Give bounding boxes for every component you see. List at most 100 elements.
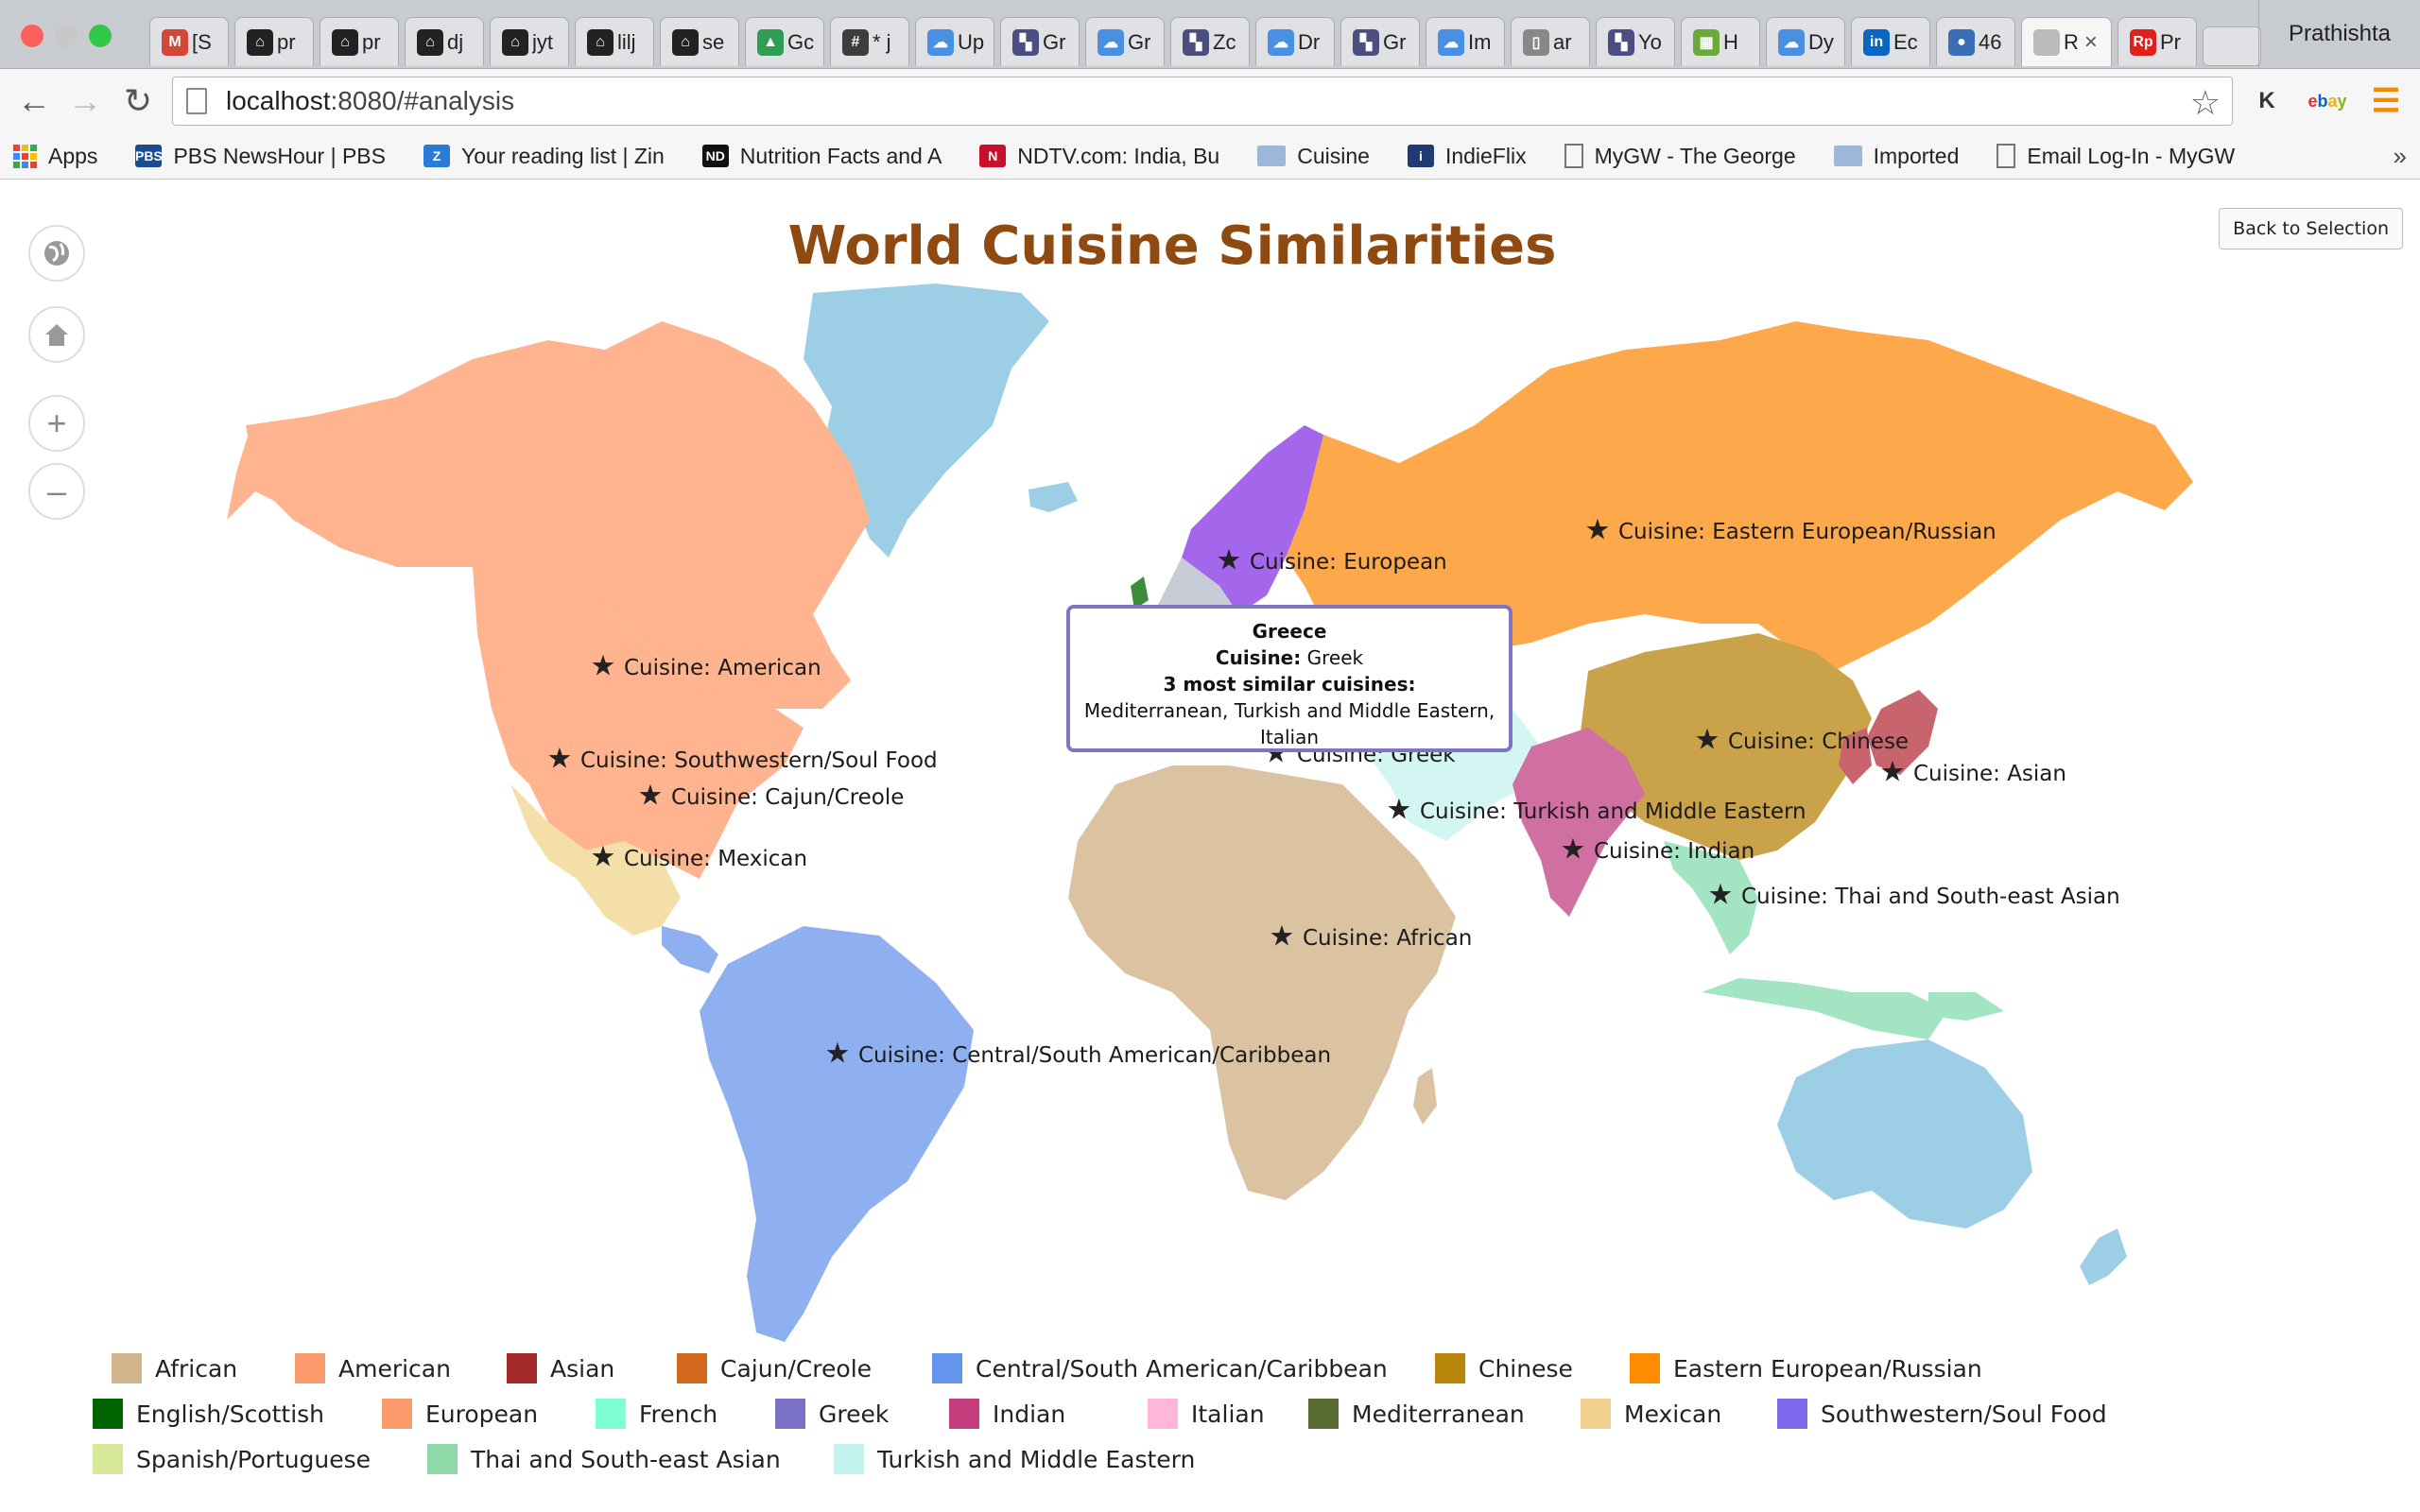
region-new-guinea[interactable] — [1928, 992, 2004, 1021]
browser-tab[interactable]: ⌂ dj — [405, 17, 484, 66]
marker-star-icon[interactable]: ★ — [1880, 756, 1906, 789]
bookmark-item[interactable]: Imported — [1833, 144, 1959, 169]
browser-tab[interactable]: M [S — [149, 17, 229, 66]
browser-tab[interactable]: ☁ Gr — [1085, 17, 1165, 66]
browser-tab[interactable]: ▚ Gr — [1000, 17, 1080, 66]
marker-star-icon[interactable]: ★ — [1561, 833, 1586, 867]
bookmark-item[interactable]: Cuisine — [1257, 144, 1370, 169]
region-japan[interactable] — [1867, 690, 1938, 775]
browser-tab[interactable]: ⌂ jyt — [490, 17, 569, 66]
region-korea[interactable] — [1839, 728, 1872, 784]
browser-tab[interactable]: ▚ Yo — [1596, 17, 1675, 66]
browser-tab[interactable]: ☁ Im — [1426, 17, 1505, 66]
bookmark-item[interactable]: Apps — [13, 144, 97, 169]
browser-tab[interactable]: ⌂ lilj — [575, 17, 654, 66]
browser-tab[interactable]: ⌂ pr — [320, 17, 399, 66]
legend-item[interactable]: Chinese — [1435, 1349, 1573, 1387]
legend-item[interactable]: Spanish/Portuguese — [93, 1440, 371, 1478]
browser-tab[interactable]: R × — [2021, 17, 2112, 66]
zoom-window-button[interactable] — [89, 25, 112, 47]
marker-star-icon[interactable]: ★ — [638, 780, 664, 813]
browser-tab[interactable]: ▚ Zc — [1170, 17, 1250, 66]
region-southeast-asia[interactable] — [1664, 841, 1758, 954]
region-mexico[interactable] — [510, 784, 681, 936]
minimize-window-button[interactable] — [55, 25, 78, 47]
forward-arrow-icon[interactable]: → — [68, 81, 102, 120]
address-bar[interactable]: localhost:8080/#analysis ☆ — [172, 77, 2233, 126]
browser-tab[interactable]: ⌂ pr — [234, 17, 314, 66]
marker-star-icon[interactable]: ★ — [1585, 514, 1611, 547]
bookmark-item[interactable]: N NDTV.com: India, Bu — [979, 144, 1219, 169]
legend-item[interactable]: Mexican — [1581, 1395, 1721, 1433]
browser-tab[interactable]: ⌂ se — [660, 17, 739, 66]
new-tab-button[interactable] — [2203, 26, 2261, 66]
browser-tab[interactable]: ▯ ar — [1511, 17, 1590, 66]
marker-star-icon[interactable]: ★ — [1695, 724, 1720, 757]
legend-item[interactable]: European — [382, 1395, 538, 1433]
browser-tab[interactable]: ▚ Gr — [1340, 17, 1420, 66]
legend-item[interactable]: Eastern European/Russian — [1630, 1349, 1982, 1387]
marker-star-icon[interactable]: ★ — [825, 1038, 851, 1071]
close-window-button[interactable] — [21, 25, 43, 47]
region-indonesia[interactable] — [1702, 978, 1947, 1040]
marker-star-icon[interactable]: ★ — [1217, 544, 1242, 577]
browser-tab[interactable]: ☁ Dr — [1255, 17, 1335, 66]
region-north-america-canada[interactable] — [246, 321, 870, 709]
marker-star-icon[interactable]: ★ — [547, 743, 573, 776]
region-scandinavia[interactable] — [1182, 425, 1323, 614]
close-tab-icon[interactable]: × — [2083, 28, 2098, 55]
bookmarks-overflow-icon[interactable]: » — [2393, 142, 2407, 170]
legend-item[interactable]: English/Scottish — [93, 1395, 324, 1433]
bookmark-item[interactable]: ND Nutrition Facts and A — [701, 144, 942, 169]
world-map[interactable]: ★ Cuisine: European ★ Cuisine: Eastern Euro… — [0, 180, 2420, 1351]
legend-item[interactable]: Thai and South-east Asian — [427, 1440, 781, 1478]
region-uk[interactable] — [1131, 576, 1149, 610]
region-russia[interactable] — [1286, 321, 2193, 671]
bookmark-item[interactable]: MyGW - The George — [1564, 144, 1796, 169]
browser-tab[interactable]: ☁ Dy — [1766, 17, 1845, 66]
region-alaska[interactable] — [227, 416, 340, 520]
globe-icon[interactable] — [28, 225, 85, 282]
legend-item[interactable]: Central/South American/Caribbean — [932, 1349, 1388, 1387]
browser-tab[interactable]: # * j — [830, 17, 909, 66]
home-icon[interactable] — [28, 306, 85, 363]
bookmark-star-icon[interactable]: ☆ — [2189, 83, 2221, 122]
browser-tab[interactable]: ☁ Up — [915, 17, 994, 66]
marker-star-icon[interactable]: ★ — [591, 650, 616, 683]
region-central-america[interactable] — [662, 926, 718, 973]
menu-icon[interactable]: ☰ — [2371, 83, 2401, 119]
legend-item[interactable]: Cajun/Creole — [677, 1349, 872, 1387]
region-greenland[interactable] — [804, 284, 1049, 558]
region-madagascar[interactable] — [1413, 1068, 1437, 1125]
legend-item[interactable]: Southwestern/Soul Food — [1777, 1395, 2107, 1433]
region-china[interactable] — [1579, 633, 1872, 860]
legend-item[interactable]: Italian — [1148, 1395, 1265, 1433]
browser-tab[interactable]: Rp Pr — [2118, 17, 2197, 66]
region-india[interactable] — [1512, 728, 1645, 917]
browser-tab[interactable]: ● 46 — [1936, 17, 2015, 66]
browser-tab[interactable]: ▲ Gc — [745, 17, 824, 66]
browser-tab[interactable]: ▦ H — [1681, 17, 1760, 66]
legend-item[interactable]: African — [112, 1349, 237, 1387]
legend-item[interactable]: Turkish and Middle Eastern — [834, 1440, 1195, 1478]
bookmark-item[interactable]: PBS PBS NewsHour | PBS — [135, 144, 386, 169]
legend-item[interactable]: American — [295, 1349, 451, 1387]
zoom-out-icon[interactable]: – — [28, 463, 85, 520]
legend-item[interactable]: French — [596, 1395, 717, 1433]
back-to-selection-button[interactable]: Back to Selection — [2219, 208, 2403, 249]
bookmark-item[interactable]: Z Your reading list | Zin — [424, 144, 665, 169]
legend-item[interactable]: Asian — [507, 1349, 614, 1387]
bookmark-item[interactable]: i IndieFlix — [1407, 144, 1527, 169]
profile-button[interactable]: Prathishta — [2258, 0, 2420, 68]
marker-star-icon[interactable]: ★ — [1270, 920, 1295, 954]
reload-icon[interactable]: ↻ — [123, 81, 153, 120]
region-usa[interactable] — [473, 567, 804, 879]
back-arrow-icon[interactable]: ← — [17, 81, 51, 120]
region-new-zealand[interactable] — [2080, 1228, 2127, 1285]
bookmark-item[interactable]: Email Log-In - MyGW — [1996, 144, 2235, 169]
region-south-america[interactable] — [700, 926, 974, 1342]
legend-item[interactable]: Mediterranean — [1308, 1395, 1525, 1433]
region-australia[interactable] — [1777, 1040, 2032, 1228]
browser-tab[interactable]: in Ec — [1851, 17, 1930, 66]
